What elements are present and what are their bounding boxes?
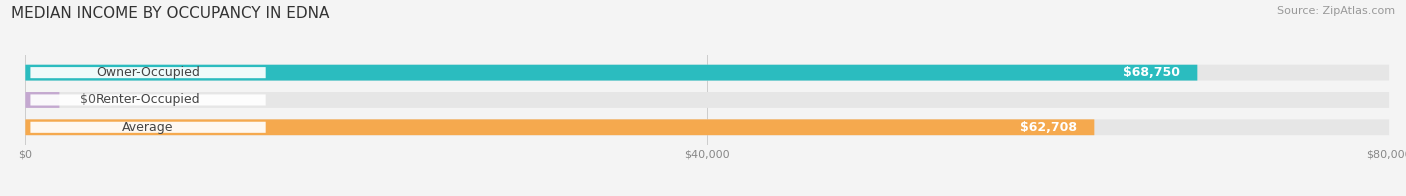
Text: Source: ZipAtlas.com: Source: ZipAtlas.com [1277, 6, 1395, 16]
FancyBboxPatch shape [25, 92, 59, 108]
Text: Renter-Occupied: Renter-Occupied [96, 93, 201, 106]
FancyBboxPatch shape [31, 94, 266, 105]
FancyBboxPatch shape [25, 65, 1198, 81]
FancyBboxPatch shape [25, 119, 1389, 135]
Text: Owner-Occupied: Owner-Occupied [96, 66, 200, 79]
FancyBboxPatch shape [25, 65, 1389, 81]
Text: MEDIAN INCOME BY OCCUPANCY IN EDNA: MEDIAN INCOME BY OCCUPANCY IN EDNA [11, 6, 329, 21]
Text: $62,708: $62,708 [1021, 121, 1077, 134]
Text: $0: $0 [80, 93, 96, 106]
Text: Average: Average [122, 121, 174, 134]
FancyBboxPatch shape [31, 67, 266, 78]
Text: $68,750: $68,750 [1123, 66, 1180, 79]
FancyBboxPatch shape [31, 122, 266, 133]
FancyBboxPatch shape [25, 119, 1094, 135]
FancyBboxPatch shape [25, 92, 1389, 108]
